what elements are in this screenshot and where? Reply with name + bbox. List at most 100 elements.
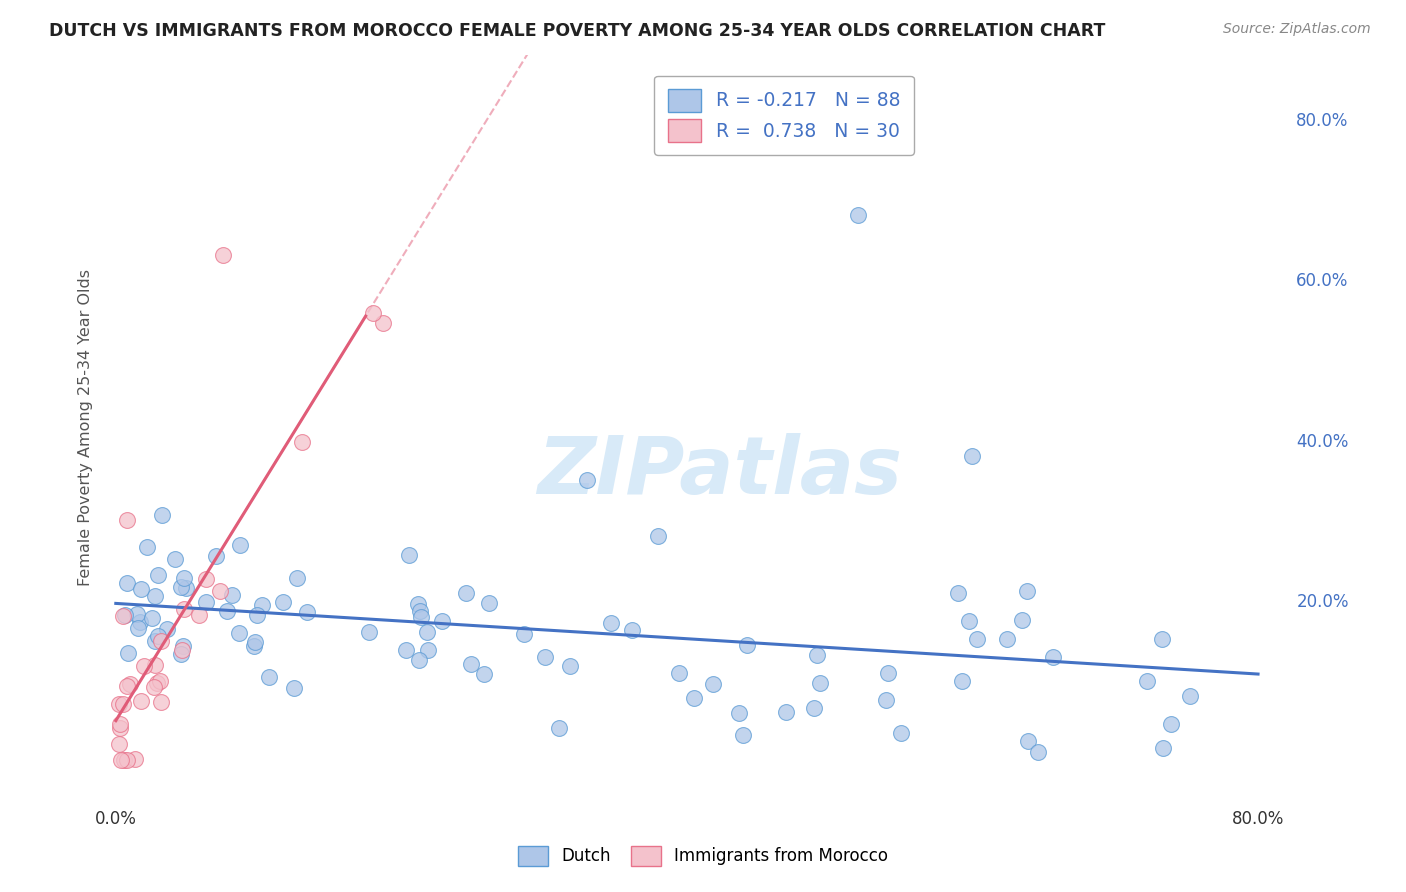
Point <box>131 694 153 708</box>
Point <box>846 208 869 222</box>
Point <box>148 629 170 643</box>
Point <box>107 737 129 751</box>
Point <box>1015 584 1038 599</box>
Point <box>172 643 194 657</box>
Point <box>107 697 129 711</box>
Point <box>408 652 430 666</box>
Point <box>134 658 156 673</box>
Point <box>246 607 269 622</box>
Point <box>997 632 1019 646</box>
Point <box>127 622 149 636</box>
Point <box>228 626 250 640</box>
Legend: Dutch, Immigrants from Morocco: Dutch, Immigrants from Morocco <box>505 832 901 880</box>
Point <box>283 681 305 695</box>
Point <box>146 568 169 582</box>
Point <box>950 674 973 689</box>
Point <box>472 667 495 681</box>
Point <box>115 679 138 693</box>
Point <box>163 551 186 566</box>
Point <box>143 589 166 603</box>
Point <box>600 616 623 631</box>
Y-axis label: Female Poverty Among 25-34 Year Olds: Female Poverty Among 25-34 Year Olds <box>79 269 93 586</box>
Point <box>205 549 228 563</box>
Point <box>149 695 172 709</box>
Point <box>221 588 243 602</box>
Point <box>245 634 267 648</box>
Point <box>875 693 897 707</box>
Point <box>560 658 582 673</box>
Point <box>803 701 825 715</box>
Point <box>647 529 669 543</box>
Point <box>1152 741 1174 756</box>
Text: ZIPatlas: ZIPatlas <box>537 434 901 511</box>
Point <box>155 622 177 636</box>
Point <box>394 643 416 657</box>
Point <box>409 604 432 618</box>
Point <box>398 548 420 562</box>
Point <box>533 649 555 664</box>
Point <box>257 670 280 684</box>
Point <box>1026 745 1049 759</box>
Point <box>460 657 482 672</box>
Point <box>112 753 135 767</box>
Point <box>187 608 209 623</box>
Point <box>173 571 195 585</box>
Point <box>430 615 453 629</box>
Point <box>215 604 238 618</box>
Point <box>243 640 266 654</box>
Point <box>172 639 194 653</box>
Point <box>683 691 706 706</box>
Point <box>118 677 141 691</box>
Point <box>173 602 195 616</box>
Text: Source: ZipAtlas.com: Source: ZipAtlas.com <box>1223 22 1371 37</box>
Point <box>209 584 232 599</box>
Point <box>125 607 148 621</box>
Legend: R = -0.217   N = 88, R =  0.738   N = 30: R = -0.217 N = 88, R = 0.738 N = 30 <box>654 76 914 155</box>
Point <box>212 248 235 262</box>
Point <box>948 586 970 600</box>
Point <box>621 624 644 638</box>
Point <box>371 316 394 330</box>
Point <box>808 675 831 690</box>
Point <box>357 625 380 640</box>
Point <box>668 665 690 680</box>
Point <box>1150 632 1173 647</box>
Point <box>411 609 433 624</box>
Point <box>115 513 138 527</box>
Point <box>115 753 138 767</box>
Point <box>478 596 501 610</box>
Point <box>112 697 135 711</box>
Point <box>775 705 797 719</box>
Point <box>548 721 571 735</box>
Point <box>141 611 163 625</box>
Point <box>418 643 440 657</box>
Point <box>124 752 146 766</box>
Point <box>1017 734 1039 748</box>
Point <box>1011 613 1033 627</box>
Point <box>195 572 218 586</box>
Point <box>170 580 193 594</box>
Point <box>728 706 751 720</box>
Point <box>114 607 136 622</box>
Point <box>174 581 197 595</box>
Point <box>143 657 166 672</box>
Point <box>361 306 384 320</box>
Point <box>195 594 218 608</box>
Point <box>454 586 477 600</box>
Point <box>150 508 173 523</box>
Point <box>108 721 131 735</box>
Point <box>408 597 430 611</box>
Point <box>1136 673 1159 688</box>
Point <box>111 609 134 624</box>
Point <box>131 582 153 597</box>
Text: DUTCH VS IMMIGRANTS FROM MOROCCO FEMALE POVERTY AMONG 25-34 YEAR OLDS CORRELATIO: DUTCH VS IMMIGRANTS FROM MOROCCO FEMALE … <box>49 22 1105 40</box>
Point <box>143 633 166 648</box>
Point <box>117 647 139 661</box>
Point <box>1160 717 1182 731</box>
Point <box>149 633 172 648</box>
Point <box>702 676 724 690</box>
Point <box>731 728 754 742</box>
Point <box>250 598 273 612</box>
Point <box>1178 690 1201 704</box>
Point <box>877 665 900 680</box>
